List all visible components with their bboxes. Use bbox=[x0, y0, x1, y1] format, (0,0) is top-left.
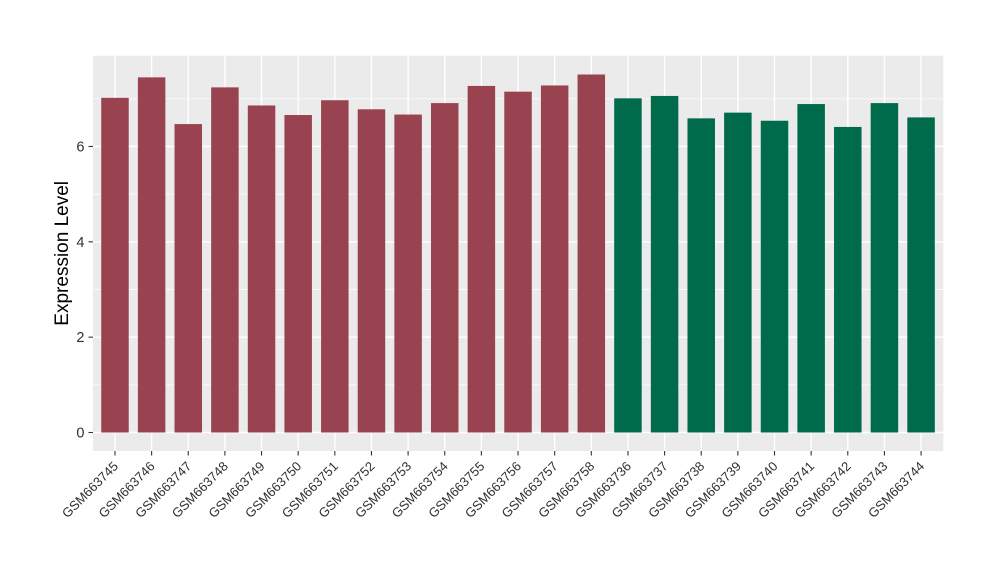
bar-GSM663753 bbox=[394, 114, 422, 433]
bar-GSM663740 bbox=[760, 120, 789, 433]
y-tick-label: 4 bbox=[76, 235, 84, 251]
bar-GSM663754 bbox=[430, 103, 459, 433]
bar-GSM663744 bbox=[907, 117, 935, 433]
bar-GSM663743 bbox=[870, 103, 899, 433]
bar-GSM663738 bbox=[687, 118, 715, 433]
bar-GSM663745 bbox=[101, 97, 129, 433]
bar-GSM663750 bbox=[284, 115, 312, 433]
bar-GSM663751 bbox=[321, 100, 349, 433]
bar-GSM663758 bbox=[577, 74, 606, 433]
bar-GSM663747 bbox=[174, 124, 203, 433]
bar-GSM663736 bbox=[614, 98, 642, 433]
bar-GSM663746 bbox=[137, 77, 166, 433]
bar-GSM663749 bbox=[247, 105, 276, 433]
bar-GSM663757 bbox=[540, 85, 569, 433]
bar-GSM663742 bbox=[834, 126, 862, 433]
y-tick-label: 6 bbox=[76, 139, 84, 155]
bar-GSM663755 bbox=[467, 85, 496, 433]
bar-GSM663756 bbox=[504, 91, 532, 433]
y-axis-title: Expression Level bbox=[52, 181, 73, 326]
bar-GSM663752 bbox=[357, 109, 386, 433]
y-tick-label: 2 bbox=[76, 330, 84, 346]
bar-GSM663739 bbox=[724, 112, 752, 433]
bar-GSM663748 bbox=[211, 87, 239, 433]
y-tick-label: 0 bbox=[76, 426, 84, 442]
bar-GSM663737 bbox=[650, 95, 679, 433]
bar-GSM663741 bbox=[797, 104, 825, 433]
